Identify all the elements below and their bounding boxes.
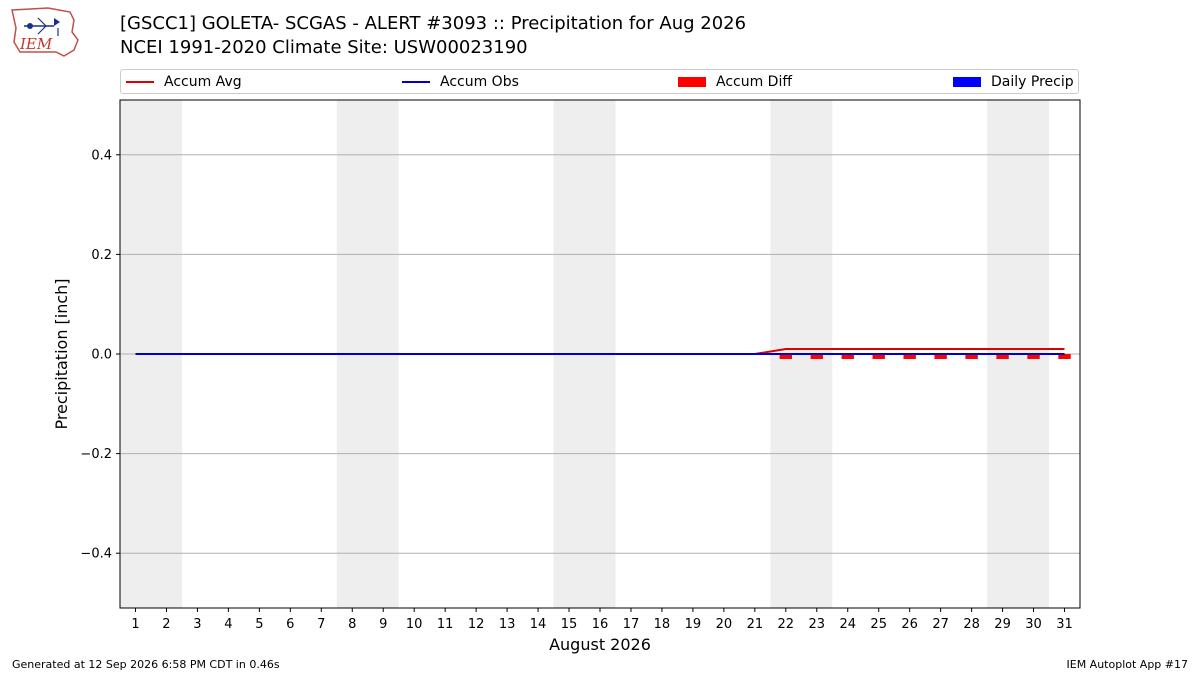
legend-swatch-accum-diff [678, 76, 706, 87]
legend-swatch-accum-avg [126, 80, 154, 83]
y-tick-label: −0.2 [80, 447, 112, 462]
svg-text:IEM: IEM [19, 35, 53, 53]
x-tick-label: 27 [932, 617, 949, 632]
legend-item-accum-obs: Accum Obs [402, 70, 519, 93]
x-tick-label: 5 [255, 617, 263, 632]
x-axis-label: August 2026 [549, 635, 651, 654]
x-tick-label: 23 [809, 617, 826, 632]
chart-subtitle: NCEI 1991-2020 Climate Site: USW00023190 [120, 37, 528, 58]
x-tick-label: 10 [406, 617, 423, 632]
x-tick-label: 4 [224, 617, 232, 632]
x-tick-label: 6 [286, 617, 294, 632]
x-tick-label: 9 [379, 617, 387, 632]
bar-accum-diff [872, 354, 885, 359]
legend-label-accum-avg: Accum Avg [164, 73, 242, 90]
x-tick-label: 13 [499, 617, 516, 632]
x-tick-label: 2 [162, 617, 170, 632]
bar-accum-diff [779, 354, 792, 359]
x-tick-label: 15 [561, 617, 578, 632]
legend-item-accum-diff: Accum Diff [678, 70, 792, 93]
y-tick-label: 0.4 [91, 148, 112, 163]
x-tick-label: 14 [530, 617, 547, 632]
footer-app-label: IEM Autoplot App #17 [1066, 658, 1189, 671]
legend-item-daily-precip: Daily Precip [953, 70, 1074, 93]
x-tick-label: 17 [623, 617, 640, 632]
x-tick-label: 19 [685, 617, 702, 632]
x-tick-label: 26 [901, 617, 918, 632]
bar-accum-diff [934, 354, 947, 359]
chart-title: [GSCC1] GOLETA- SCGAS - ALERT #3093 :: P… [120, 13, 747, 34]
bar-accum-diff [996, 354, 1009, 359]
y-tick-label: −0.4 [80, 547, 112, 562]
iem-logo: IEM [11, 7, 79, 57]
y-tick-label: 0.2 [91, 248, 112, 263]
x-tick-label: 8 [348, 617, 356, 632]
x-tick-label: 20 [716, 617, 733, 632]
bar-accum-diff [1027, 354, 1040, 359]
x-tick-label: 31 [1056, 617, 1073, 632]
bar-accum-diff [965, 354, 978, 359]
x-tick-label: 30 [1025, 617, 1042, 632]
x-tick-label: 18 [654, 617, 671, 632]
x-tick-label: 21 [747, 617, 764, 632]
legend-label-accum-diff: Accum Diff [716, 73, 793, 90]
x-tick-label: 22 [778, 617, 795, 632]
legend-label-accum-obs: Accum Obs [440, 73, 519, 90]
x-tick-label: 7 [317, 617, 325, 632]
bar-accum-diff [1058, 354, 1071, 359]
y-axis-label: Precipitation [inch] [52, 278, 71, 429]
x-tick-label: 28 [963, 617, 980, 632]
legend: Accum Avg Accum Obs Accum Diff Daily Pre… [120, 69, 1079, 94]
legend-label-daily-precip: Daily Precip [991, 73, 1074, 90]
x-tick-label: 24 [839, 617, 856, 632]
x-tick-label: 25 [870, 617, 887, 632]
x-tick-label: 29 [994, 617, 1011, 632]
x-tick-label: 12 [468, 617, 485, 632]
x-tick-label: 16 [592, 617, 609, 632]
legend-swatch-daily-precip [953, 76, 981, 87]
x-tick-label: 1 [131, 617, 139, 632]
x-tick-label: 11 [437, 617, 454, 632]
footer-generated-text: Generated at 12 Sep 2026 6:58 PM CDT in … [12, 658, 280, 671]
x-tick-label: 3 [193, 617, 201, 632]
legend-swatch-accum-obs [402, 80, 430, 83]
bar-accum-diff [903, 354, 916, 359]
bar-accum-diff [841, 354, 854, 359]
bar-accum-diff [810, 354, 823, 359]
legend-item-accum-avg: Accum Avg [126, 70, 242, 93]
y-tick-label: 0.0 [91, 348, 112, 363]
